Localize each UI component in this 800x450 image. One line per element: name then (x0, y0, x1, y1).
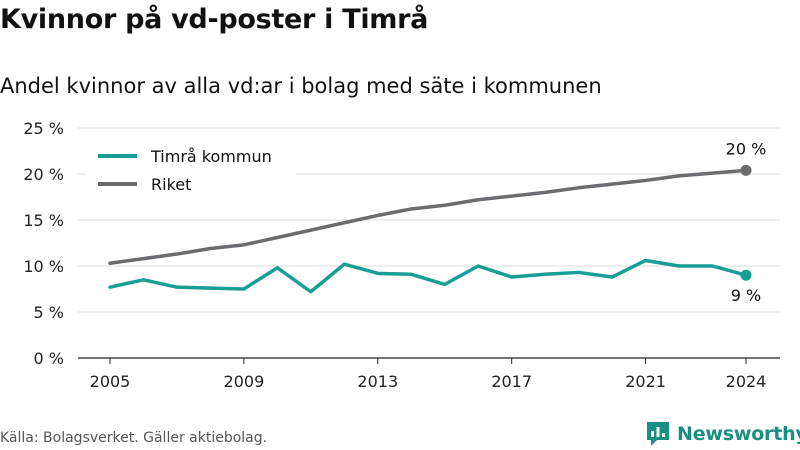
bar-chart-speech-bubble-icon (647, 422, 669, 446)
y-tick-label: 20 % (23, 165, 64, 184)
series-line-riket (108, 168, 748, 265)
chart-subtitle: Andel kvinnor av alla vd:ar i bolag med … (0, 74, 602, 98)
series-lines (108, 164, 752, 294)
x-tick-label: 2009 (224, 372, 265, 391)
legend-label: Riket (151, 175, 191, 194)
y-tick-label: 15 % (23, 211, 64, 230)
brand-name: Newsworthy (677, 423, 800, 445)
end-value-label: 20 % (726, 139, 767, 158)
y-tick-label: 10 % (23, 257, 64, 276)
chart-title: Kvinnor på vd-poster i Timrå (0, 4, 429, 35)
axes: 0 % 5 % 10 % 15 % 20 % 25 % 2005 2009 2013 2017 20… (23, 119, 766, 391)
legend-label: Timrå kommun (150, 147, 272, 166)
x-tick-label: 2021 (625, 372, 666, 391)
x-tick-label: 2005 (90, 372, 131, 391)
end-value-label: 9 % (731, 286, 761, 305)
y-tick-label: 0 % (34, 349, 64, 368)
source-note: Källa: Bolagsverket. Gäller aktiebolag. (0, 430, 268, 446)
x-tick-label: 2024 (726, 372, 767, 391)
y-tick-label: 25 % (23, 119, 64, 138)
x-tick-label: 2013 (357, 372, 398, 391)
series-line-timra (108, 258, 748, 294)
chart-labels: 9 % 20 % (726, 139, 767, 305)
brand-logo: Newsworthy (645, 420, 800, 448)
x-tick-label: 2017 (491, 372, 532, 391)
y-tick-label: 5 % (34, 303, 64, 322)
series-end-point (740, 269, 752, 281)
legend-background (86, 140, 296, 202)
series-end-point (740, 164, 752, 176)
legend: Timrå kommun Riket (86, 140, 296, 202)
